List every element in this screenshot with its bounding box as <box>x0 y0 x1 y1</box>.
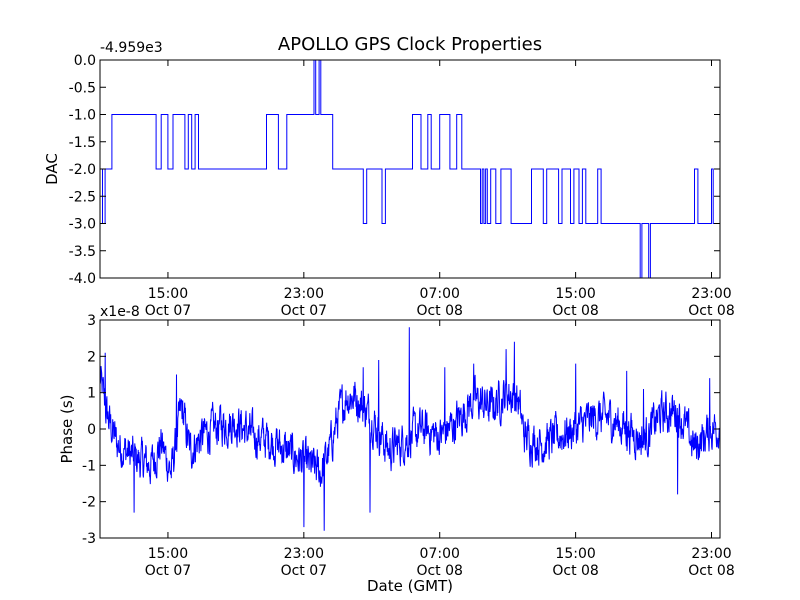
phase-plot-area <box>99 327 721 531</box>
phase-y-axis-label: Phase (s) <box>58 394 76 463</box>
phase-offset-text: x1e-8 <box>100 304 140 320</box>
phase-x-axis-label: Date (GMT) <box>367 577 453 595</box>
dac-ticks: 0.0 -0.5 -1.0 -1.5 -2.0 -2.5 -3.0 -3.5 -4.0 15:00… <box>69 53 735 319</box>
y-tick-label: -4.0 <box>69 271 96 287</box>
x-tick-label-date: Oct 08 <box>416 303 462 319</box>
x-tick-label-time: 07:00 <box>420 286 460 302</box>
x-tick-label-date: Oct 07 <box>145 563 191 579</box>
x-tick-label-time: 23:00 <box>284 286 324 302</box>
dac-panel: 0.0 -0.5 -1.0 -1.5 -2.0 -2.5 -3.0 -3.5 -4.0 15:00… <box>43 40 735 319</box>
x-tick-label-date: Oct 08 <box>552 563 598 579</box>
x-tick-label-date: Oct 07 <box>145 303 191 319</box>
x-tick-label-time: 07:00 <box>420 546 460 562</box>
y-tick-label: -2.0 <box>69 162 96 178</box>
y-tick-label: -1.0 <box>69 108 96 124</box>
y-tick-label: -2.5 <box>69 189 96 205</box>
x-tick-label-date: Oct 08 <box>416 563 462 579</box>
y-tick-label: -3.5 <box>69 244 96 260</box>
x-tick-label-date: Oct 07 <box>281 303 327 319</box>
x-tick-label-date: Oct 08 <box>552 303 598 319</box>
y-tick-label: -3.0 <box>69 217 96 233</box>
dac-y-axis-label: DAC <box>43 153 61 185</box>
x-tick-label-time: 23:00 <box>691 286 731 302</box>
y-tick-label: 2 <box>87 349 96 365</box>
y-tick-label: 0 <box>87 422 96 438</box>
x-tick-label-time: 23:00 <box>691 546 731 562</box>
y-tick-label: 1 <box>87 386 96 402</box>
dac-series-line <box>100 59 720 279</box>
y-tick-label: -1 <box>82 458 96 474</box>
x-tick-label-time: 23:00 <box>284 546 324 562</box>
y-tick-label: 0.0 <box>74 53 96 69</box>
phase-series-line <box>99 327 721 531</box>
dac-offset-text: -4.959e3 <box>100 40 163 56</box>
x-tick-label-date: Oct 08 <box>688 563 734 579</box>
y-tick-label: -1.5 <box>69 135 96 151</box>
dac-plot-area <box>100 59 720 279</box>
y-tick-label: 3 <box>87 313 96 329</box>
x-tick-label-date: Oct 07 <box>281 563 327 579</box>
x-tick-label-time: 15:00 <box>148 546 188 562</box>
y-tick-label: -2 <box>82 495 96 511</box>
y-tick-label: -3 <box>82 531 96 547</box>
x-tick-label-time: 15:00 <box>555 286 595 302</box>
x-tick-label-date: Oct 08 <box>688 303 734 319</box>
x-tick-label-time: 15:00 <box>555 546 595 562</box>
y-tick-label: -0.5 <box>69 80 96 96</box>
figure-title: APOLLO GPS Clock Properties <box>278 34 542 55</box>
x-tick-label-time: 15:00 <box>148 286 188 302</box>
